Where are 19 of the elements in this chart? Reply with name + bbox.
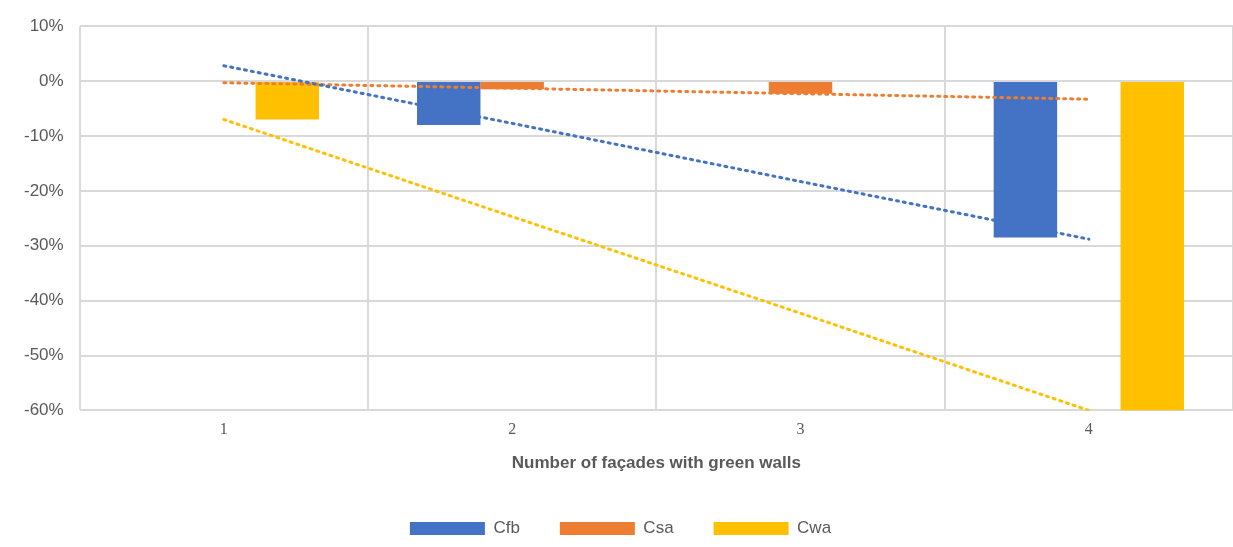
legend-label: Csa (643, 518, 675, 538)
line-series (222, 118, 1091, 411)
y-tick-label: -20% (24, 180, 64, 200)
y-tick-label: -10% (24, 125, 64, 145)
legend-label: Cwa (797, 518, 832, 538)
y-tick-label: 0% (39, 70, 64, 90)
x-axis-title: Number of façades with green walls (511, 453, 801, 473)
y-tick-label: -50% (24, 345, 64, 365)
x-tick-label: 2 (508, 420, 517, 438)
line-series (222, 81, 1091, 101)
line-series (222, 64, 1091, 241)
legend-label: Cfb (493, 518, 520, 538)
x-tick-label: 1 (219, 420, 228, 438)
y-tick-label: 10% (29, 15, 64, 35)
x-tick-label: 3 (796, 420, 805, 438)
y-tick-label: -30% (24, 235, 64, 255)
y-tick-label: -60% (24, 400, 64, 420)
y-tick-label: -40% (24, 290, 64, 310)
x-tick-label: 4 (1084, 420, 1093, 438)
